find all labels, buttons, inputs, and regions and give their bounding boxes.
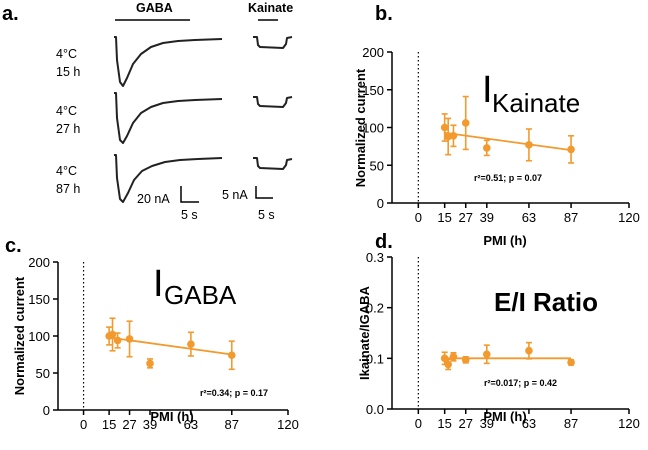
panel-c-gaba-chart: c. 0 50 100 150 200 0 15 27 39 63 87 120 PMI (h) Norma…: [5, 235, 299, 432]
data-point: [440, 123, 449, 132]
chart-title-main: I: [153, 263, 164, 305]
condition-1-time: 15 h: [56, 65, 80, 79]
data-point: [449, 132, 458, 140]
data-point: [483, 144, 491, 152]
data-point: [567, 358, 575, 367]
kainate-trace-87h: [253, 157, 293, 170]
y-tick-label: 0: [43, 403, 50, 418]
y-axis-label: Normalized current: [12, 276, 27, 395]
fit-statistics: r²=0.017; p = 0.42: [484, 378, 557, 388]
chart-title: E/I Ratio: [494, 287, 598, 317]
x-axis-label: PMI (h): [483, 409, 526, 424]
data-point: [108, 330, 117, 339]
data-point: [449, 353, 458, 361]
y-tick-label: 0.1: [366, 351, 384, 366]
panel-label: d.: [375, 231, 393, 253]
condition-2-time: 27 h: [56, 122, 80, 136]
y-tick-label: 0.3: [366, 250, 384, 265]
gaba-header: GABA: [136, 1, 173, 15]
data-point: [187, 340, 195, 348]
x-axis-label: PMI (h): [483, 233, 526, 248]
y-tick-label: 0.2: [366, 301, 384, 316]
gaba-scale-current: 20 nA: [137, 192, 170, 206]
y-tick-label: 100: [362, 121, 384, 136]
gaba-scale-time: 5 s: [181, 208, 198, 222]
chart-title-main: I: [482, 69, 493, 111]
y-tick-label: 0.0: [366, 402, 384, 417]
data-point: [567, 145, 575, 154]
data-point: [525, 141, 533, 149]
gaba-trace-87h: [114, 154, 223, 203]
data-point: [113, 336, 122, 345]
x-tick-label: 27: [458, 416, 472, 431]
data-point: [483, 350, 491, 359]
gaba-trace-15h: [114, 36, 223, 87]
y-tick-label: 200: [362, 45, 384, 60]
x-tick-label: 0: [80, 417, 87, 432]
kainate-scale-bar: [255, 186, 273, 199]
gaba-trace-27h: [114, 92, 223, 144]
y-tick-label: 150: [28, 292, 50, 307]
x-tick-label: 15: [437, 210, 451, 225]
chart-title-subscript: GABA: [164, 280, 237, 310]
fit-statistics: r²=0.51; p = 0.07: [474, 173, 542, 183]
kainate-trace-27h: [253, 96, 293, 108]
x-tick-label: 15: [102, 417, 116, 432]
kainate-scale-current: 5 nA: [222, 188, 248, 202]
x-tick-label: 0: [415, 416, 422, 431]
panel-b-kainate-chart: b. 0 50 100 150 200 0 15 27 39 63 87 120 PMI (h) Norma…: [353, 3, 640, 248]
data-point: [461, 356, 470, 364]
x-tick-label: 120: [618, 210, 640, 225]
y-axis-label: Normalized current: [353, 68, 368, 187]
chart-title-subscript: Kainate: [492, 88, 580, 118]
x-tick-label: 63: [522, 416, 536, 431]
data-point: [125, 335, 134, 343]
x-tick-label: 27: [122, 417, 136, 432]
condition-1-temp: 4°C: [56, 47, 77, 61]
x-tick-label: 15: [437, 416, 451, 431]
y-axis-label: Ikainate/IGABA: [357, 285, 372, 380]
data-point: [444, 360, 452, 369]
condition-3-temp: 4°C: [56, 164, 77, 178]
x-tick-label: 120: [618, 416, 640, 431]
data-point: [461, 119, 470, 127]
y-tick-label: 100: [28, 329, 50, 344]
x-tick-label: 39: [480, 416, 494, 431]
condition-2-temp: 4°C: [56, 104, 77, 118]
regression-line: [444, 131, 572, 152]
x-tick-label: 63: [522, 210, 536, 225]
x-tick-label: 87: [564, 210, 578, 225]
kainate-trace-15h: [253, 36, 293, 49]
fit-statistics: r²=0.34; p = 0.17: [200, 388, 268, 398]
x-tick-label: 87: [564, 416, 578, 431]
data-point: [146, 359, 154, 368]
x-tick-label: 63: [184, 417, 198, 432]
x-tick-label: 39: [480, 210, 494, 225]
y-tick-label: 50: [370, 158, 384, 173]
gaba-scale-bar: [180, 186, 199, 203]
data-point: [227, 351, 236, 360]
x-tick-label: 27: [458, 210, 472, 225]
y-tick-label: 200: [28, 255, 50, 270]
x-tick-label: 0: [415, 210, 422, 225]
panel-label: c.: [5, 235, 22, 257]
kainate-scale-time: 5 s: [258, 208, 275, 222]
x-axis-label: PMI (h): [150, 409, 193, 424]
panel-d-ei-ratio-chart: d. 0.0 0.1 0.2 0.3 0 15 27 39 63 87 120 PMI (h) Ikain…: [357, 231, 640, 431]
kainate-header: Kainate: [248, 1, 293, 15]
data-point: [525, 346, 533, 355]
x-tick-label: 39: [143, 417, 157, 432]
x-tick-label: 87: [225, 417, 239, 432]
x-tick-label: 120: [277, 417, 299, 432]
panel-a: a. GABA Kainate 4°C 15 h 4°C 27 h 4°C 87…: [2, 1, 293, 222]
panel-a-label: a.: [2, 3, 19, 25]
y-tick-label: 0: [377, 196, 384, 211]
y-tick-label: 150: [362, 83, 384, 98]
panel-label: b.: [375, 3, 393, 25]
condition-3-time: 87 h: [56, 182, 80, 196]
data-point: [440, 354, 449, 363]
y-tick-label: 50: [36, 366, 50, 381]
